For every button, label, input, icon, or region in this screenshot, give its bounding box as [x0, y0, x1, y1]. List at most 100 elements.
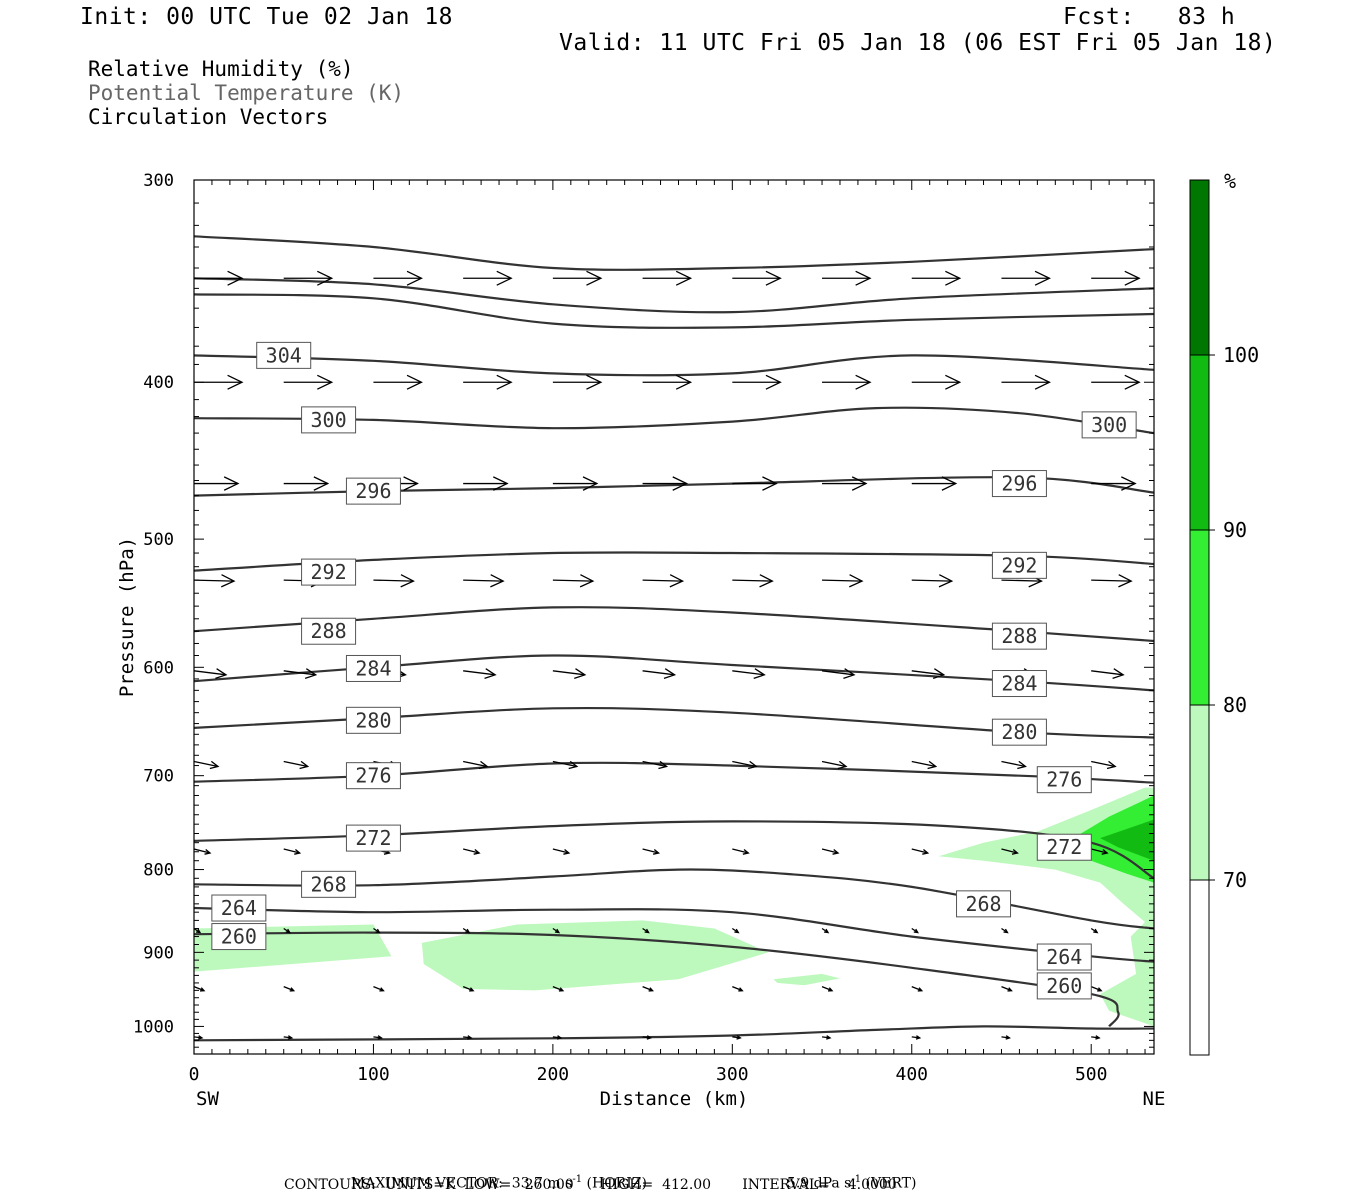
vector-head: [826, 1035, 832, 1040]
vector-shaft: [732, 848, 749, 854]
circulation-vector: [552, 1035, 563, 1040]
y-tick-label: 800: [143, 861, 174, 881]
vector-head: [215, 668, 228, 680]
vector-head: [294, 848, 302, 855]
vector-head: [209, 760, 220, 770]
circulation-vector: [732, 374, 782, 390]
vector-head: [1124, 374, 1141, 390]
legend-theta: Potential Temperature (K): [88, 81, 405, 105]
vector-head: [287, 1035, 294, 1040]
vector-head: [648, 987, 654, 992]
vector-head: [195, 928, 202, 934]
circulation-vector: [911, 1035, 922, 1040]
y-tick-label: 700: [143, 767, 174, 787]
plot-frame: [193, 179, 1155, 1055]
circulation-vector: [822, 476, 868, 491]
vector-shaft: [732, 760, 757, 768]
vector-head: [493, 476, 509, 491]
isentrope-label: 304: [266, 343, 302, 367]
vector-shaft: [194, 986, 205, 992]
vector-shaft: [552, 670, 585, 676]
vector-shaft: [821, 848, 839, 854]
circulation-vector: [821, 668, 856, 680]
isentrope-260: [194, 931, 1120, 1028]
vector-head: [220, 574, 236, 588]
valid-time: Valid: 11 UTC Fri 05 Jan 18 (06 EST Fri …: [559, 30, 1277, 56]
vector-shaft: [1001, 579, 1042, 582]
axes: 0 100 200 300 400 500 300 400 500 600 700 800 900 100…: [133, 171, 1155, 1085]
isentrope-label: 288: [311, 619, 347, 643]
vector-head: [922, 848, 930, 855]
vector-shaft: [732, 670, 765, 676]
isentrope-label-box: [1036, 943, 1092, 971]
circulation-vector: [732, 848, 750, 855]
vector-head: [1118, 574, 1133, 588]
circulation-vector: [1091, 374, 1141, 390]
vector-head: [734, 928, 740, 934]
vector-head: [646, 1035, 653, 1040]
circulation-vector: [1091, 270, 1141, 286]
legend-rh: Relative Humidity (%): [88, 57, 354, 81]
vector-shaft: [1091, 760, 1116, 768]
circulation-vector: [642, 668, 677, 680]
vector-shaft: [1001, 848, 1018, 854]
circulation-vector: [731, 927, 740, 934]
vector-head: [765, 270, 782, 286]
vector-head: [473, 848, 481, 855]
vector-head: [227, 374, 244, 390]
vector-shaft: [194, 670, 227, 676]
vector-shaft: [552, 579, 593, 582]
circulation-vector: [194, 668, 228, 680]
vector-head: [932, 668, 946, 680]
isentrope-276: [194, 761, 1154, 784]
vector-head: [849, 574, 864, 588]
vector-head: [828, 987, 834, 992]
isentrope-label: 264: [1046, 945, 1082, 969]
vector-head: [377, 1035, 383, 1040]
x-axis-title: Distance (km): [600, 1088, 749, 1110]
forecast-hour: Fcst: 83 h: [1063, 4, 1236, 30]
colorbar-segment: [1189, 354, 1210, 531]
isentrope-label-box: [301, 617, 357, 645]
vector-head: [1017, 760, 1027, 770]
contours-info: CONTOURS: UNITS=K LOW= 260.00 HIGH= 412.…: [284, 1177, 897, 1193]
vector-head: [406, 374, 423, 390]
circulation-vector: [283, 374, 334, 390]
circulation-vector: [463, 476, 509, 491]
vector-head: [945, 374, 962, 390]
vector-head: [582, 476, 599, 491]
vector-shaft: [552, 760, 578, 768]
vector-head: [469, 987, 475, 992]
vector-head: [496, 374, 513, 390]
circulation-vector: [1091, 848, 1109, 855]
circulation-vector: [462, 927, 471, 934]
legend-vectors: Circulation Vectors: [88, 105, 329, 129]
circulation-vector: [194, 848, 212, 855]
vector-head: [759, 574, 774, 588]
vector-head: [317, 374, 334, 390]
isentrope-label-box: [991, 622, 1047, 650]
circulation-vector: [283, 760, 310, 770]
isentrope-label-box: [1036, 972, 1092, 1000]
vector-head: [568, 760, 579, 770]
circulation-vector: [911, 986, 924, 992]
vector-shaft: [911, 848, 928, 854]
circulation-vector: [1001, 1035, 1011, 1040]
vector-head: [915, 1035, 922, 1040]
vector-head: [753, 668, 766, 680]
vector-head: [467, 1035, 473, 1040]
isentrope-label: 276: [355, 764, 391, 788]
isentrope-labels: 304 300 300 296 296 292 292 288 288 284 284 280 280 2…: [211, 341, 1137, 1000]
vector-shaft: [373, 986, 384, 992]
circulation-vector: [283, 848, 302, 855]
circulation-vector: [821, 1035, 832, 1040]
circulation-vector: [194, 986, 206, 992]
y-tick-label: 600: [143, 658, 174, 678]
vector-head: [478, 760, 489, 770]
circulation-vector: [463, 760, 489, 770]
cross-section-chart: 304 300 300 296 296 292 292 288 288 284 284 280 280 2…: [116, 169, 1259, 1110]
circulation-vector: [732, 668, 766, 680]
vector-head: [406, 270, 423, 286]
circulation-vector: [194, 927, 202, 934]
circulation-vector: [552, 986, 565, 992]
